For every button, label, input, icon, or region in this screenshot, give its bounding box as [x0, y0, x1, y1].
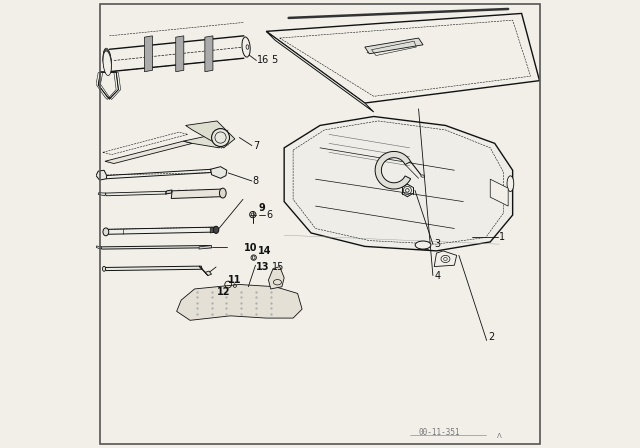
Polygon shape — [105, 191, 167, 196]
Ellipse shape — [103, 49, 111, 74]
Polygon shape — [435, 251, 457, 267]
Ellipse shape — [103, 51, 111, 76]
Polygon shape — [490, 179, 508, 206]
Polygon shape — [205, 36, 213, 72]
Ellipse shape — [415, 241, 431, 249]
Ellipse shape — [103, 48, 111, 73]
Text: 15: 15 — [272, 262, 284, 272]
Text: Λ: Λ — [497, 433, 502, 439]
Ellipse shape — [507, 176, 514, 192]
Ellipse shape — [213, 226, 219, 233]
Polygon shape — [186, 121, 235, 148]
Polygon shape — [176, 36, 184, 72]
Polygon shape — [365, 38, 423, 54]
Text: 3: 3 — [435, 239, 440, 249]
Text: 13: 13 — [257, 262, 270, 272]
Text: T: T — [120, 229, 124, 234]
Polygon shape — [210, 227, 216, 233]
Polygon shape — [266, 31, 374, 112]
Polygon shape — [105, 141, 192, 164]
Polygon shape — [105, 227, 216, 234]
Polygon shape — [199, 266, 208, 276]
Text: 10: 10 — [244, 243, 257, 253]
Polygon shape — [205, 271, 212, 276]
Text: 9: 9 — [259, 203, 266, 213]
Ellipse shape — [212, 129, 230, 146]
Polygon shape — [210, 167, 227, 178]
Text: 12: 12 — [217, 287, 230, 297]
Polygon shape — [165, 190, 172, 194]
Text: 1: 1 — [499, 233, 506, 242]
Text: 7: 7 — [253, 141, 259, 151]
Polygon shape — [105, 266, 202, 271]
Ellipse shape — [103, 228, 109, 236]
Polygon shape — [145, 36, 152, 72]
Text: 5: 5 — [271, 56, 277, 65]
Polygon shape — [269, 267, 284, 289]
Text: 6: 6 — [266, 210, 273, 220]
Text: 2: 2 — [488, 332, 494, 342]
Ellipse shape — [220, 188, 226, 198]
Polygon shape — [266, 13, 540, 103]
Text: 16: 16 — [257, 56, 269, 65]
Polygon shape — [183, 134, 226, 148]
Polygon shape — [177, 284, 302, 320]
Ellipse shape — [102, 266, 106, 271]
Ellipse shape — [421, 175, 424, 177]
Polygon shape — [98, 72, 118, 99]
Polygon shape — [199, 246, 212, 249]
Polygon shape — [96, 170, 107, 180]
Text: 11: 11 — [228, 275, 241, 284]
Polygon shape — [105, 169, 212, 179]
Ellipse shape — [246, 45, 249, 49]
Polygon shape — [98, 193, 106, 196]
Text: 8: 8 — [253, 176, 259, 186]
Polygon shape — [375, 151, 411, 189]
Text: 00-11-351: 00-11-351 — [419, 428, 460, 437]
Ellipse shape — [242, 37, 250, 57]
Polygon shape — [96, 246, 101, 249]
Polygon shape — [100, 246, 212, 249]
Ellipse shape — [441, 255, 450, 263]
Polygon shape — [284, 116, 513, 251]
Polygon shape — [172, 189, 222, 198]
Ellipse shape — [103, 50, 111, 75]
Text: 14: 14 — [258, 246, 271, 256]
Text: 4: 4 — [435, 271, 440, 281]
